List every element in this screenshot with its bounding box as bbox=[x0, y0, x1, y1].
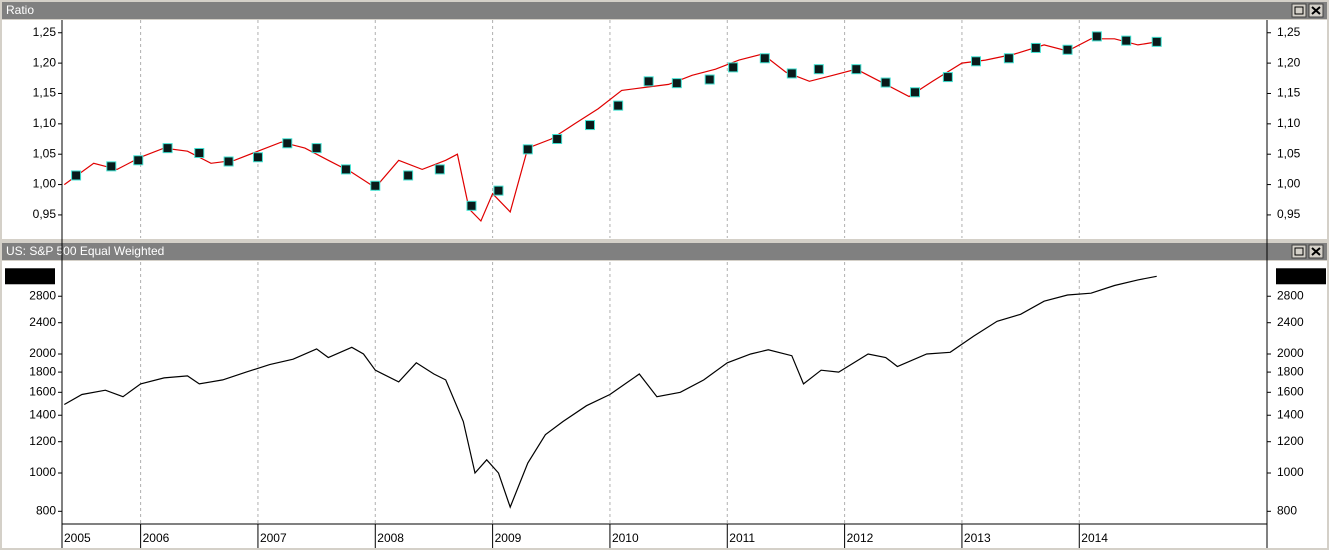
x-tick-label: 2012 bbox=[847, 531, 874, 545]
signal-marker bbox=[106, 161, 117, 172]
x-tick-label: 2013 bbox=[964, 531, 991, 545]
signal-marker bbox=[643, 76, 654, 87]
signal-marker bbox=[910, 87, 921, 98]
x-tick-label: 2006 bbox=[143, 531, 170, 545]
plot-panel bbox=[2, 20, 1327, 239]
x-tick-label: 2008 bbox=[377, 531, 404, 545]
signal-marker bbox=[370, 180, 381, 191]
y-tick-label: 1,10 bbox=[1277, 116, 1301, 130]
signal-marker bbox=[162, 143, 173, 154]
y-tick-label: 1,10 bbox=[33, 116, 57, 130]
y-tick-label: 800 bbox=[1277, 503, 1297, 517]
y-tick-label: 1400 bbox=[29, 407, 56, 421]
y-tick-label: 1,00 bbox=[1277, 177, 1301, 191]
signal-marker bbox=[942, 72, 953, 83]
y-tick-label: 2400 bbox=[29, 315, 56, 329]
y-tick-label: 1000 bbox=[1277, 465, 1304, 479]
close-button[interactable] bbox=[1308, 3, 1324, 18]
y-tick-label: 800 bbox=[36, 503, 56, 517]
signal-marker bbox=[1091, 31, 1102, 42]
panel-header bbox=[2, 243, 1327, 260]
signal-marker bbox=[584, 120, 595, 131]
y-tick-label: 2800 bbox=[1277, 288, 1304, 302]
y-tick-label: 1200 bbox=[29, 434, 56, 448]
signal-marker bbox=[71, 170, 82, 181]
signal-marker bbox=[1030, 42, 1041, 53]
signal-marker bbox=[223, 156, 234, 167]
data-line bbox=[63, 38, 1157, 223]
signal-marker bbox=[671, 78, 682, 89]
last-value-right-box bbox=[1276, 268, 1326, 285]
y-tick-label: 1,15 bbox=[33, 86, 57, 100]
signal-marker bbox=[1121, 35, 1132, 46]
signal-marker bbox=[552, 134, 563, 145]
y-tick-label: 2000 bbox=[1277, 346, 1304, 360]
x-tick-label: 2011 bbox=[729, 531, 755, 545]
last-value-left: 3145,23 bbox=[7, 268, 51, 282]
signal-marker bbox=[194, 147, 205, 158]
signal-marker bbox=[704, 74, 715, 85]
signal-marker bbox=[493, 185, 504, 196]
y-tick-label: 1,00 bbox=[33, 177, 57, 191]
panel-title: US: S&P 500 Equal Weighted bbox=[6, 244, 164, 258]
y-tick-label: 1,25 bbox=[33, 25, 57, 39]
signal-marker bbox=[282, 138, 293, 149]
signal-marker bbox=[252, 152, 263, 163]
plot-panel bbox=[2, 261, 1327, 548]
y-tick-label: 2000 bbox=[29, 346, 56, 360]
y-tick-label: 1600 bbox=[1277, 384, 1304, 398]
close-button[interactable] bbox=[1308, 244, 1324, 259]
x-tick-label: 2007 bbox=[260, 531, 287, 545]
signal-marker bbox=[880, 77, 891, 88]
signal-marker bbox=[403, 170, 414, 181]
signal-marker bbox=[728, 62, 739, 73]
signal-marker bbox=[1151, 36, 1162, 47]
y-tick-label: 1800 bbox=[1277, 364, 1304, 378]
x-tick-label: 2005 bbox=[64, 531, 91, 545]
y-tick-label: 2800 bbox=[29, 288, 56, 302]
y-tick-label: 1600 bbox=[29, 384, 56, 398]
signal-marker bbox=[466, 200, 477, 211]
y-tick-label: 0,95 bbox=[33, 207, 57, 221]
signal-marker bbox=[434, 164, 445, 175]
y-tick-label: 1800 bbox=[29, 364, 56, 378]
signal-marker bbox=[786, 68, 797, 79]
x-tick-label: 2010 bbox=[612, 531, 639, 545]
x-tick-label: 2009 bbox=[495, 531, 522, 545]
panel-title: Ratio bbox=[6, 3, 34, 17]
y-tick-label: 1,20 bbox=[33, 55, 57, 69]
y-tick-label: 1,05 bbox=[33, 146, 57, 160]
data-line bbox=[64, 275, 1157, 509]
y-tick-label: 0,95 bbox=[1277, 207, 1301, 221]
signal-marker bbox=[1003, 53, 1014, 64]
x-tick-label: 2014 bbox=[1081, 531, 1108, 545]
signal-marker bbox=[340, 164, 351, 175]
y-tick-label: 1,05 bbox=[1277, 146, 1301, 160]
y-tick-label: 1,25 bbox=[1277, 25, 1301, 39]
y-tick-label: 1200 bbox=[1277, 434, 1304, 448]
signal-marker bbox=[813, 64, 824, 75]
maximize-button[interactable] bbox=[1291, 3, 1307, 18]
signal-marker bbox=[851, 64, 862, 75]
last-value-right: 3145,23 bbox=[1278, 268, 1322, 282]
signal-marker bbox=[133, 155, 144, 166]
y-tick-label: 1400 bbox=[1277, 407, 1304, 421]
y-tick-label: 1000 bbox=[29, 465, 56, 479]
signal-marker bbox=[1062, 44, 1073, 55]
y-tick-label: 2400 bbox=[1277, 315, 1304, 329]
last-value-left-box bbox=[5, 268, 55, 285]
panel-header bbox=[2, 2, 1327, 19]
signal-marker bbox=[759, 53, 770, 64]
signal-marker bbox=[311, 143, 322, 154]
maximize-button[interactable] bbox=[1291, 244, 1307, 259]
signal-marker bbox=[613, 100, 624, 111]
y-tick-label: 1,20 bbox=[1277, 55, 1301, 69]
y-tick-label: 1,15 bbox=[1277, 86, 1301, 100]
signal-marker bbox=[971, 56, 982, 67]
signal-marker bbox=[522, 144, 533, 155]
